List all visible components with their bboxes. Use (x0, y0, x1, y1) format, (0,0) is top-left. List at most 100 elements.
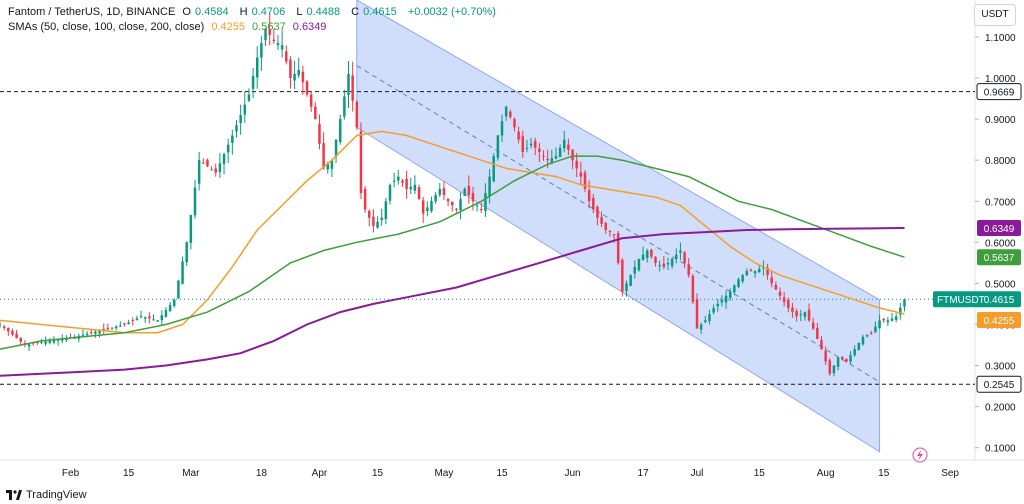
candle-body (517, 131, 520, 140)
candle-body (720, 299, 724, 303)
candle-body (509, 111, 512, 118)
candle-body (500, 121, 504, 136)
candle-body (799, 314, 802, 316)
candle-body (81, 334, 85, 336)
sma200-line (0, 227, 905, 377)
candle-body (708, 314, 711, 322)
candle-body (164, 310, 168, 318)
candle-body (27, 344, 31, 347)
candle-body (177, 280, 180, 299)
x-tick-label-2: Mar (182, 468, 200, 479)
candle-body (148, 316, 151, 319)
candle-body (903, 299, 906, 307)
candle-body (106, 327, 110, 329)
candle-body (247, 94, 251, 101)
x-tick-label-11: 15 (754, 468, 766, 479)
candle-body (446, 198, 450, 202)
candle-body (60, 338, 64, 341)
candle-body (347, 73, 350, 96)
candle-body (886, 320, 890, 323)
candle-body (608, 230, 612, 233)
candle-body (235, 125, 238, 132)
candle-body (894, 316, 898, 320)
candle-body (496, 135, 500, 158)
currency-selector[interactable]: USDT (974, 4, 1016, 26)
ohlc-high: H 0.4706 (239, 6, 286, 18)
candle-body (600, 217, 603, 224)
candle-body (658, 264, 661, 267)
candle-body (222, 154, 226, 165)
candle-body (878, 320, 881, 329)
candle-body (305, 81, 309, 95)
lightning-icon[interactable] (912, 447, 928, 463)
candle-body (766, 267, 769, 276)
candle-body (816, 327, 819, 339)
candle-body (753, 271, 757, 274)
candle-body (666, 262, 670, 265)
tradingview-logo-icon (6, 490, 22, 500)
candle-body (322, 143, 325, 169)
symbol-label: Fantom / TetherUS, 1D, BINANCE (8, 6, 176, 18)
candle-body (861, 336, 865, 345)
candle-body (202, 162, 205, 164)
candle-body (102, 328, 105, 330)
candle-body (44, 341, 47, 344)
candle-body (758, 269, 761, 273)
tradingview-brand[interactable]: TradingView (6, 489, 87, 501)
candle-body (538, 148, 541, 152)
candle-body (550, 158, 554, 164)
change-value: +0.0032 (+0.70%) (407, 6, 496, 18)
y-tick-label-3: 0.8000 (985, 156, 1016, 167)
candle-body (297, 69, 300, 76)
candle-body (870, 332, 873, 334)
candle-body (94, 331, 97, 334)
candle-body (612, 234, 616, 236)
candle-body (173, 299, 176, 306)
candle-body (268, 29, 271, 35)
sma-legend[interactable]: SMAs (50, close, 100, close, 200, close)… (8, 21, 330, 33)
y-tick-label-1: 1.0000 (985, 74, 1016, 85)
candle-body (289, 59, 292, 79)
candle-body (85, 333, 89, 336)
candle-body (210, 169, 213, 171)
candle-body (272, 39, 276, 42)
candle-body (704, 320, 707, 323)
candle-body (301, 71, 305, 83)
candle-body (280, 45, 284, 50)
candle-body (865, 334, 869, 337)
candle-body (56, 339, 60, 341)
candle-body (143, 317, 147, 319)
candle-body (795, 310, 798, 317)
candle-body (314, 106, 317, 120)
candle-body (463, 188, 466, 196)
candle-body (276, 43, 280, 46)
candle-body (384, 201, 388, 220)
x-tick-label-3: 18 (256, 468, 268, 479)
channel-midline (356, 65, 880, 383)
candle-body (811, 322, 815, 329)
candle-body (650, 249, 653, 257)
candle-body (475, 205, 479, 207)
candle-body (778, 291, 782, 296)
candle-body (206, 159, 209, 167)
candle-body (330, 160, 334, 169)
candle-body (745, 271, 749, 276)
candle-body (2, 326, 6, 328)
candle-body (554, 156, 558, 159)
candle-body (388, 184, 392, 201)
candle-body (160, 315, 164, 321)
candle-body (675, 254, 678, 259)
candle-body (728, 291, 732, 298)
candle-body (471, 192, 475, 202)
candle-body (670, 258, 674, 267)
candle-body (558, 147, 562, 158)
last-price-value: 0.4615 (984, 295, 1015, 306)
candle-body (724, 295, 728, 303)
candle-body (168, 304, 172, 312)
candle-body (455, 208, 458, 210)
candle-body (48, 340, 52, 343)
candle-body (7, 327, 10, 332)
candle-body (513, 118, 516, 128)
candle-body (334, 139, 338, 157)
